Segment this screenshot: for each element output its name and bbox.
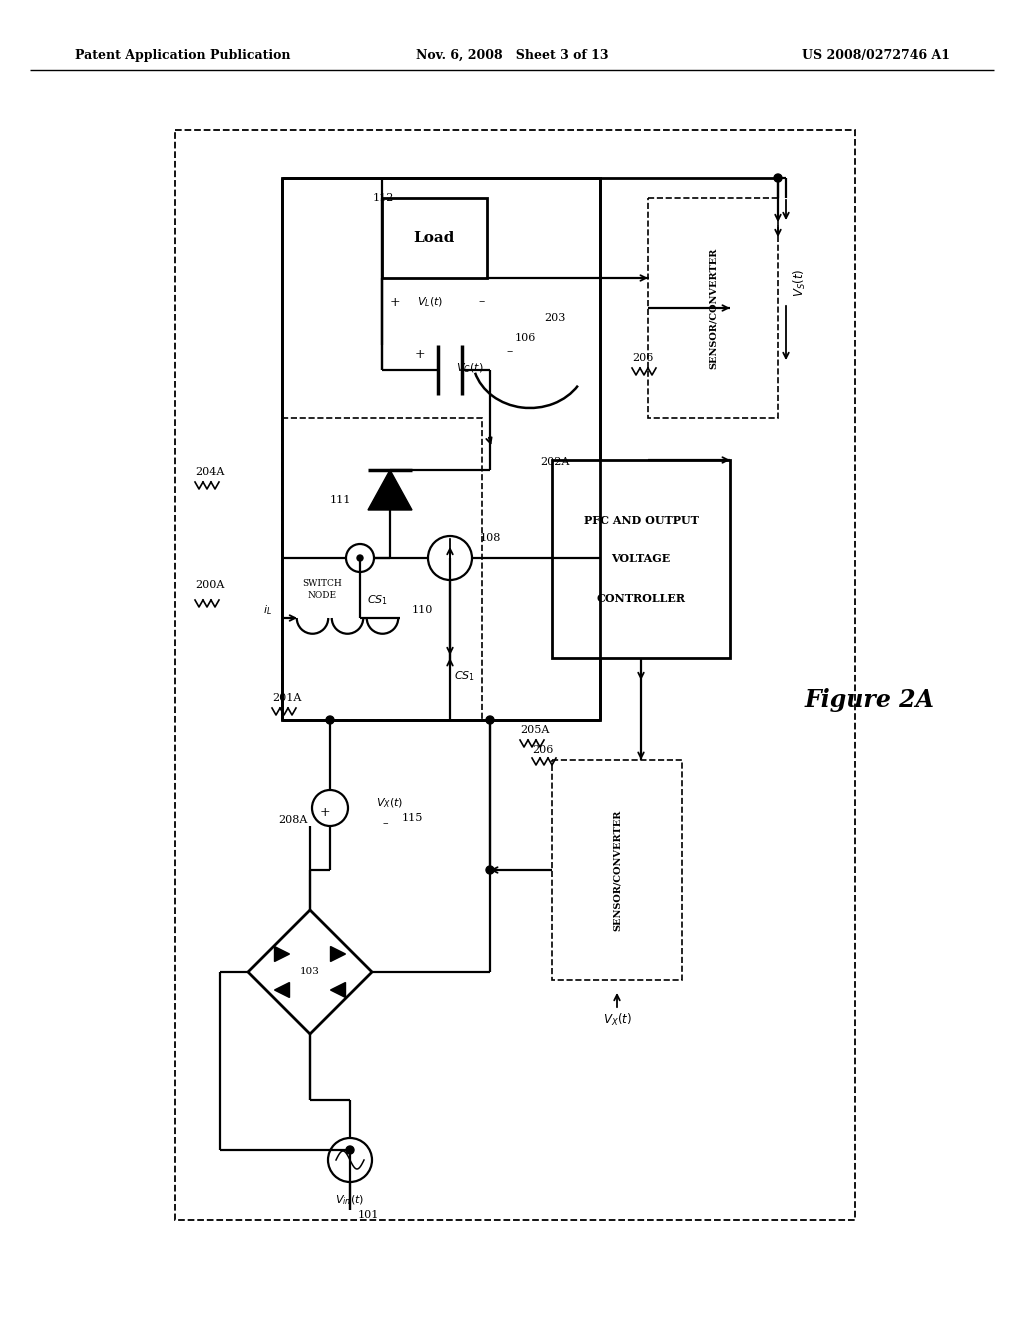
Text: 205A: 205A bbox=[520, 725, 549, 735]
Bar bbox=[175, 129, 855, 1220]
Text: Nov. 6, 2008   Sheet 3 of 13: Nov. 6, 2008 Sheet 3 of 13 bbox=[416, 49, 608, 62]
Text: 201A: 201A bbox=[272, 693, 301, 704]
Circle shape bbox=[774, 174, 782, 182]
Text: 206: 206 bbox=[532, 744, 553, 755]
Polygon shape bbox=[368, 470, 412, 510]
Circle shape bbox=[428, 536, 472, 579]
Text: +: + bbox=[390, 296, 400, 309]
Circle shape bbox=[312, 789, 348, 826]
Polygon shape bbox=[274, 946, 290, 961]
Bar bbox=[282, 178, 600, 719]
Text: SENSOR/CONVERTER: SENSOR/CONVERTER bbox=[709, 247, 718, 368]
Text: $V_S(t)$: $V_S(t)$ bbox=[792, 269, 808, 297]
Polygon shape bbox=[248, 909, 372, 1034]
Text: 111: 111 bbox=[330, 495, 350, 506]
Text: 101: 101 bbox=[357, 1210, 379, 1220]
Text: NODE: NODE bbox=[307, 591, 337, 601]
Text: SENSOR/CONVERTER: SENSOR/CONVERTER bbox=[612, 809, 622, 931]
Polygon shape bbox=[331, 982, 345, 998]
Text: 103: 103 bbox=[300, 968, 319, 977]
Text: 112: 112 bbox=[373, 193, 394, 203]
Text: $CS_1$: $CS_1$ bbox=[368, 593, 388, 607]
Text: $V_{in}(t)$: $V_{in}(t)$ bbox=[336, 1193, 365, 1206]
Bar bbox=[552, 760, 682, 979]
Text: 206: 206 bbox=[632, 352, 653, 363]
Text: –: – bbox=[479, 296, 485, 309]
Circle shape bbox=[328, 1138, 372, 1181]
Circle shape bbox=[326, 715, 334, 723]
Bar bbox=[382, 198, 487, 279]
Circle shape bbox=[357, 554, 362, 561]
Text: $V_X(t)$: $V_X(t)$ bbox=[602, 1012, 632, 1028]
Text: 208A: 208A bbox=[278, 814, 307, 825]
Text: Figure 2A: Figure 2A bbox=[805, 688, 935, 711]
Text: 108: 108 bbox=[479, 533, 501, 543]
Text: US 2008/0272746 A1: US 2008/0272746 A1 bbox=[802, 49, 950, 62]
Polygon shape bbox=[331, 946, 345, 961]
Circle shape bbox=[486, 866, 494, 874]
Text: 106: 106 bbox=[514, 333, 536, 343]
Text: +: + bbox=[415, 348, 425, 362]
Text: $V_C(t)$: $V_C(t)$ bbox=[457, 362, 483, 375]
Text: 110: 110 bbox=[412, 605, 433, 615]
Text: $i_L$: $i_L$ bbox=[262, 603, 271, 616]
Text: –: – bbox=[382, 818, 388, 828]
Text: 200A: 200A bbox=[195, 579, 224, 590]
Text: Load: Load bbox=[414, 231, 455, 246]
Text: 204A: 204A bbox=[195, 467, 224, 477]
Text: 115: 115 bbox=[401, 813, 423, 822]
Circle shape bbox=[346, 1146, 354, 1154]
Text: $V_X(t)$: $V_X(t)$ bbox=[376, 796, 403, 809]
Text: $CS_1$: $CS_1$ bbox=[455, 669, 475, 682]
Text: CONTROLLER: CONTROLLER bbox=[597, 593, 685, 603]
Text: 203: 203 bbox=[545, 313, 565, 323]
Text: SWITCH: SWITCH bbox=[302, 578, 342, 587]
Text: VOLTAGE: VOLTAGE bbox=[611, 553, 671, 565]
Text: +: + bbox=[319, 807, 331, 820]
Text: Patent Application Publication: Patent Application Publication bbox=[75, 49, 291, 62]
Bar bbox=[648, 198, 778, 418]
Text: PFC AND OUTPUT: PFC AND OUTPUT bbox=[584, 515, 698, 525]
Text: –: – bbox=[507, 346, 513, 359]
Bar bbox=[282, 418, 482, 719]
Bar bbox=[552, 459, 730, 657]
Text: 202A: 202A bbox=[540, 457, 569, 467]
Text: $V_L(t)$: $V_L(t)$ bbox=[417, 296, 443, 309]
Circle shape bbox=[346, 544, 374, 572]
Circle shape bbox=[486, 715, 494, 723]
Polygon shape bbox=[274, 982, 290, 998]
